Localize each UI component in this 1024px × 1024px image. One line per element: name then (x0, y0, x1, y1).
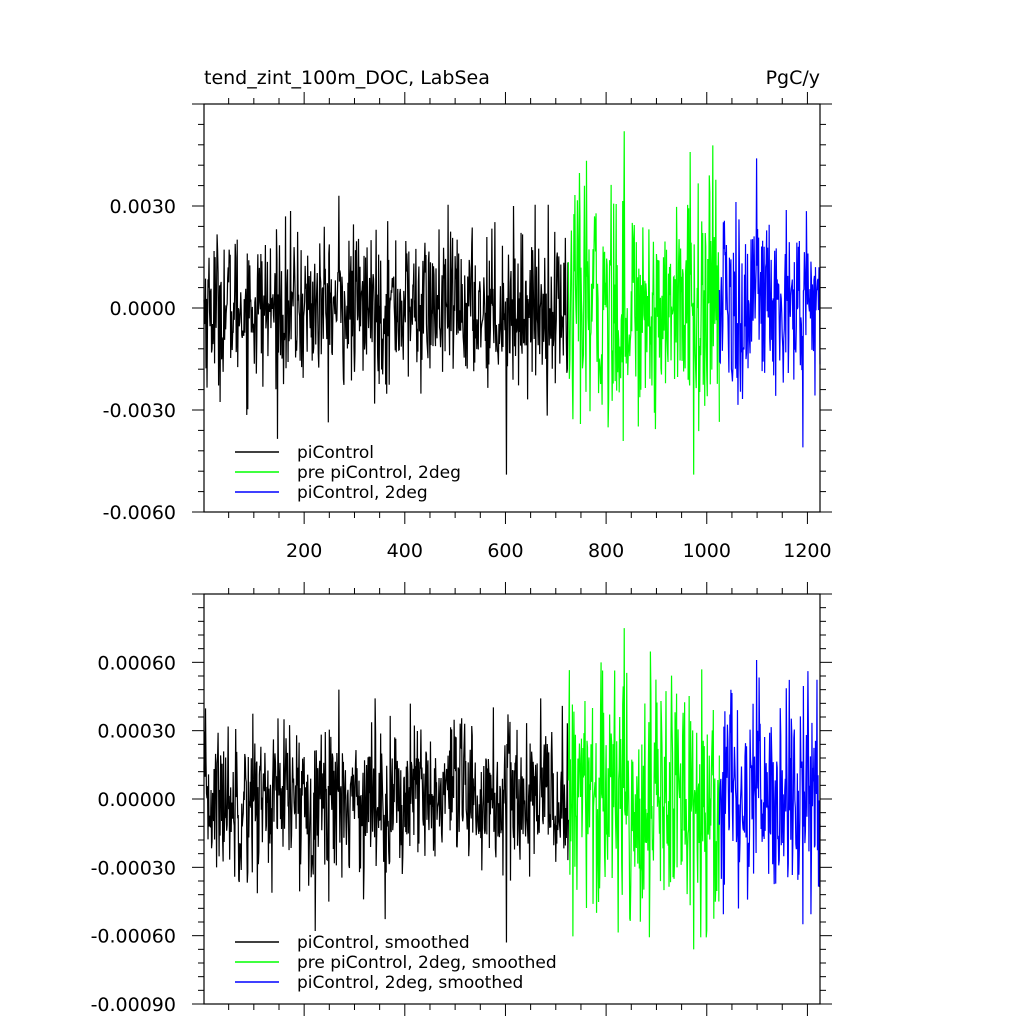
y-tick-label: -0.00060 (91, 926, 176, 948)
legend-label: piControl (297, 443, 374, 463)
x-tick-label: 1200 (783, 540, 831, 562)
legend-label: piControl, 2deg (297, 483, 428, 503)
y-tick-label: -0.00030 (91, 857, 176, 879)
series-line (203, 195, 569, 475)
axis-ticks: 200 400 600 800 1000 1200 -0.0060 -0.0030 0.0000… (103, 92, 832, 562)
y-tick-label: -0.0060 (103, 502, 176, 524)
x-tick-label: 800 (588, 540, 624, 562)
y-tick-label: -0.0030 (103, 400, 176, 422)
y-tick-label: -0.00090 (91, 994, 176, 1016)
series-line (567, 628, 720, 950)
x-tick-label: 400 (387, 540, 423, 562)
chart-title: tend_zint_100m_DOC, LabSea (204, 67, 490, 89)
bottom-panel: -0.00090 -0.00060 -0.00030 0.00000 0.00030 0.… (91, 582, 832, 1016)
axis-ticks: -0.00090 -0.00060 -0.00030 0.00000 0.00030 0.… (91, 582, 832, 1016)
series-lines (203, 131, 821, 475)
legend-label: pre piControl, 2deg, smoothed (297, 953, 557, 973)
units-label: PgC/y (766, 67, 820, 89)
series-line (718, 158, 821, 448)
legend-label: piControl, 2deg, smoothed (297, 973, 523, 993)
series-lines (203, 628, 821, 950)
legend-label: pre piControl, 2deg (297, 463, 461, 483)
series-line (203, 689, 569, 943)
y-tick-label: 0.00030 (97, 721, 176, 743)
y-tick-label: 0.0030 (110, 196, 176, 218)
y-tick-label: 0.0000 (110, 298, 176, 320)
series-line (567, 131, 720, 475)
y-tick-label: 0.00060 (97, 652, 176, 674)
x-tick-label: 1000 (683, 540, 731, 562)
y-tick-label: 0.00000 (97, 789, 176, 811)
x-tick-label: 200 (286, 540, 322, 562)
series-line (718, 660, 821, 925)
legend-label: piControl, smoothed (297, 933, 470, 953)
x-tick-label: 600 (487, 540, 523, 562)
top-panel: tend_zint_100m_DOC, LabSea PgC/y 200 400 6… (103, 67, 832, 562)
